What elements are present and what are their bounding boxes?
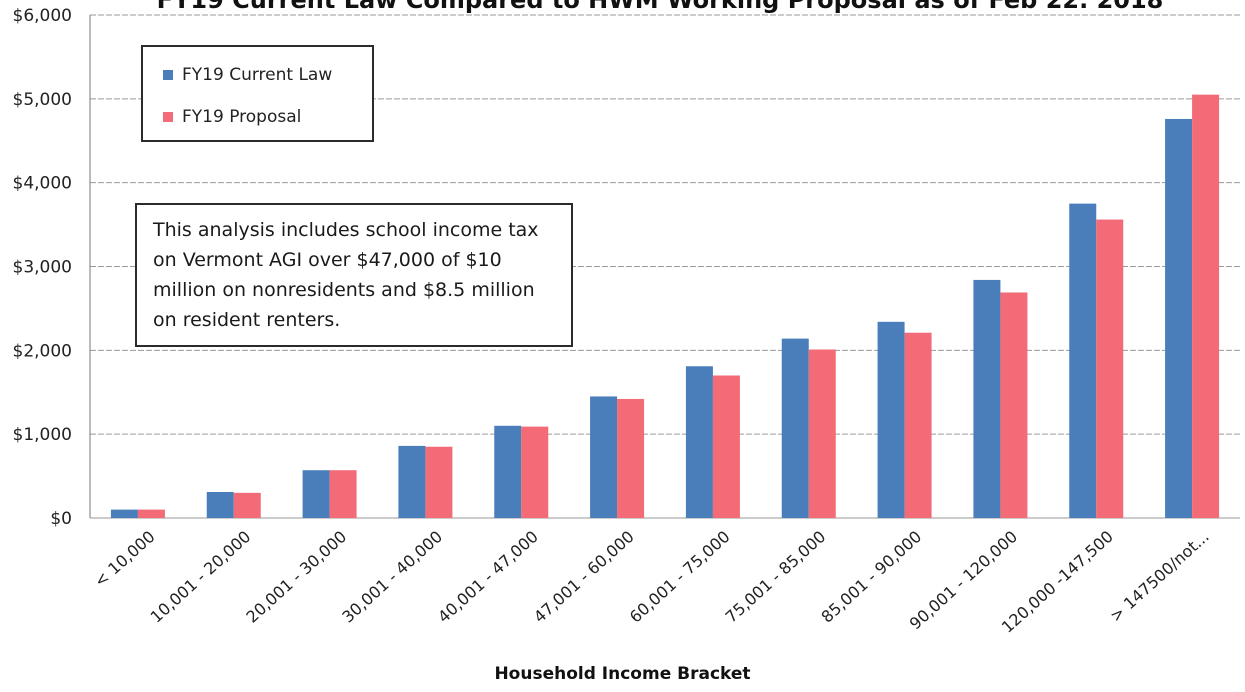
bar-current-law	[781, 338, 809, 518]
bar-current-law	[590, 396, 618, 518]
x-tick-label: 47,001 - 60,000	[530, 527, 638, 627]
x-tick-label: > 147500/not...	[1106, 527, 1213, 626]
y-tick-label: $1,000	[13, 425, 72, 445]
legend: FY19 Current Law FY19 Proposal	[141, 45, 374, 142]
legend-swatch-current-law	[163, 70, 173, 80]
legend-item-current-law: FY19 Current Law	[163, 65, 332, 85]
bar-current-law	[685, 366, 713, 518]
legend-label-proposal: FY19 Proposal	[182, 107, 302, 127]
x-tick-label: 30,001 - 40,000	[338, 527, 446, 627]
x-tick-label: 60,001 - 75,000	[626, 527, 734, 627]
y-tick-label: $3,000	[13, 258, 72, 278]
bar-current-law	[1165, 118, 1193, 518]
y-tick-label: $2,000	[13, 341, 72, 361]
bar-current-law	[1069, 203, 1097, 518]
x-axis-label: Household Income Bracket	[494, 664, 751, 684]
bar-current-law	[110, 509, 138, 518]
bar-proposal	[425, 446, 453, 518]
y-tick-label: $5,000	[13, 90, 72, 110]
bar-proposal	[329, 470, 357, 518]
bar-current-law	[302, 470, 330, 518]
bar-proposal	[1192, 94, 1220, 519]
annotation-box: This analysis includes school income tax…	[135, 203, 573, 347]
x-tick-label: 20,001 - 30,000	[242, 527, 350, 627]
bar-proposal	[1000, 292, 1028, 518]
bar-proposal	[137, 509, 165, 518]
x-tick-label: 85,001 - 90,000	[817, 527, 925, 627]
legend-item-proposal: FY19 Proposal	[163, 107, 301, 127]
bar-proposal	[712, 375, 740, 518]
x-tick-label: 75,001 - 85,000	[722, 527, 830, 627]
legend-swatch-proposal	[163, 112, 173, 122]
bar-proposal	[617, 398, 645, 518]
bar-proposal	[521, 426, 549, 518]
x-tick-label: < 10,000	[91, 527, 159, 591]
y-tick-label: $4,000	[13, 174, 72, 194]
bar-proposal	[808, 349, 836, 518]
bar-current-law	[973, 279, 1001, 518]
bar-current-law	[206, 492, 234, 518]
x-tick-label: 10,001 - 20,000	[147, 527, 255, 627]
legend-label-current-law: FY19 Current Law	[182, 65, 333, 85]
y-tick-label: $0	[50, 509, 72, 529]
x-tick-label: 40,001 - 47,000	[434, 527, 542, 627]
bar-current-law	[398, 445, 426, 518]
bar-current-law	[494, 425, 522, 518]
bar-proposal	[1096, 219, 1124, 518]
chart-title: FY19 Current Law Compared to HWM Working…	[156, 0, 1164, 14]
bar-proposal	[904, 332, 932, 518]
bar-current-law	[877, 321, 905, 518]
y-tick-label: $6,000	[13, 6, 72, 26]
bar-proposal	[233, 492, 261, 518]
